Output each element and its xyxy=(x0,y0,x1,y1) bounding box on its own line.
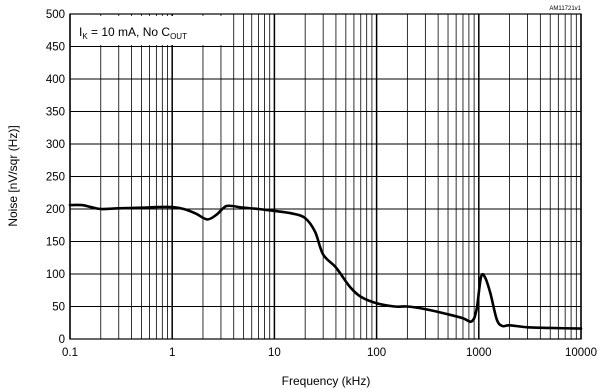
y-tick-label: 300 xyxy=(46,139,65,151)
x-tick-label: 10 xyxy=(268,347,281,359)
y-axis-title: Noise [nV/sqr (Hz)] xyxy=(6,125,20,226)
x-tick-label: 10000 xyxy=(565,347,597,359)
y-tick-labels: 0 50 100 150 200 250 300 350 400 450 500 xyxy=(46,9,65,346)
y-tick-label: 200 xyxy=(46,204,65,216)
y-tick-label: 0 xyxy=(59,334,65,346)
y-tick-label: 250 xyxy=(46,172,65,184)
y-tick-label: 350 xyxy=(46,107,65,119)
y-tick-label: 400 xyxy=(46,74,65,86)
y-tick-label: 450 xyxy=(46,42,65,54)
x-tick-label: 1000 xyxy=(466,347,492,359)
y-tick-label: 500 xyxy=(46,9,65,21)
figure-code: AM11721v1 xyxy=(549,6,581,12)
x-tick-labels: 0.1 1 10 100 1000 10000 xyxy=(62,347,597,359)
annotation-text: IK = 10 mA, No COUT xyxy=(79,25,187,41)
x-tick-label: 1 xyxy=(169,347,175,359)
x-tick-label: 100 xyxy=(367,347,386,359)
y-tick-label: 150 xyxy=(46,237,65,249)
noise-curve xyxy=(68,203,583,330)
annotation-sub-k: K xyxy=(82,32,88,41)
annotation-mid: = 10 mA, No C xyxy=(88,25,171,39)
plot-frame xyxy=(69,13,582,340)
annotation-main: I xyxy=(79,25,82,39)
y-tick-label: 100 xyxy=(46,269,65,281)
x-axis-title: Frequency (kHz) xyxy=(282,374,371,388)
annotation-box xyxy=(72,16,222,45)
x-tick-label: 0.1 xyxy=(62,347,78,359)
annotation-sub-out: OUT xyxy=(170,32,187,41)
y-tick-label: 50 xyxy=(52,302,65,314)
series-layer xyxy=(68,203,583,330)
